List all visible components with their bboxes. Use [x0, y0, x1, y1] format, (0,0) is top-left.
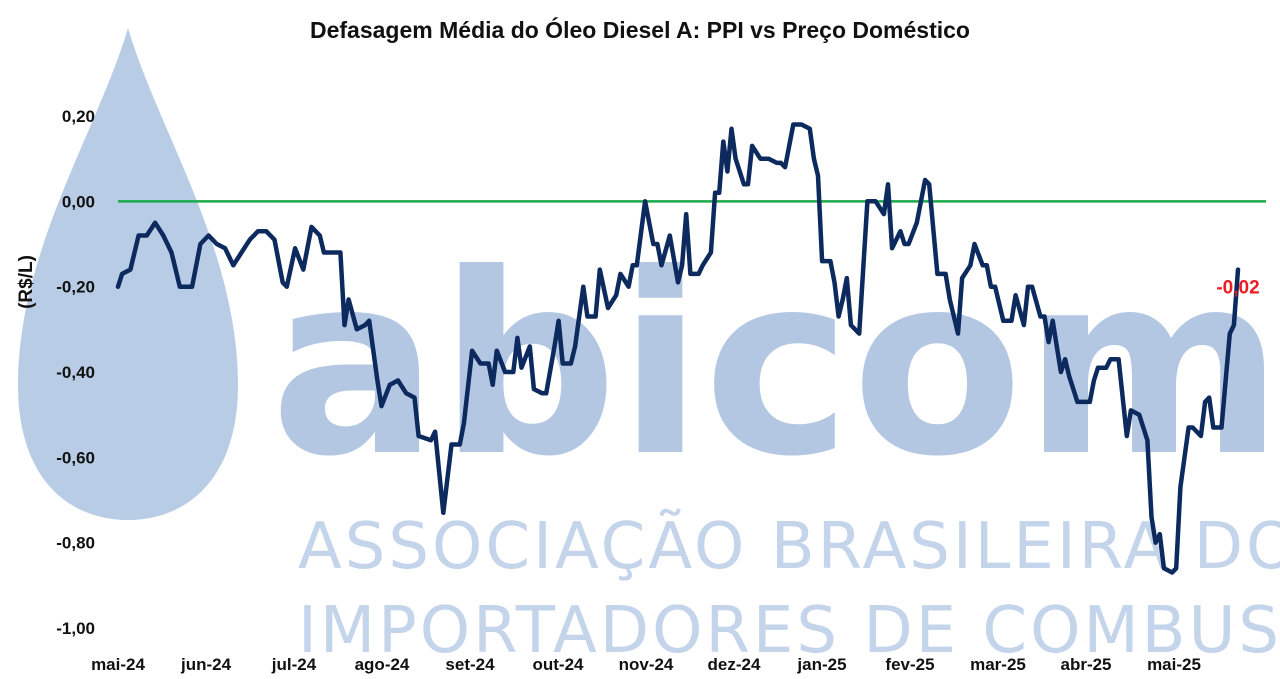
last-value-label: -0,02 — [1216, 278, 1259, 299]
x-tick-label: jul-24 — [271, 655, 317, 674]
abicom-watermark: abicom ASSOCIAÇÃO BRASILEIRA DOS IMPORTA… — [18, 28, 1280, 668]
y-tick-label: -0,20 — [56, 278, 95, 297]
x-tick-label: set-24 — [445, 655, 495, 674]
x-tick-label: fev-25 — [885, 655, 934, 674]
series-points — [117, 124, 1239, 573]
x-tick-label: jun-24 — [180, 655, 232, 674]
x-tick-label: dez-24 — [708, 655, 761, 674]
y-tick-label: -0,80 — [56, 534, 95, 553]
x-tick-label: nov-24 — [619, 655, 674, 674]
x-tick-label: abr-25 — [1060, 655, 1111, 674]
x-tick-label: mai-25 — [1147, 655, 1201, 674]
x-tick-label: ago-24 — [355, 655, 410, 674]
watermark-line-1: ASSOCIAÇÃO BRASILEIRA DOS — [298, 509, 1280, 584]
y-tick-label: -1,00 — [56, 619, 95, 638]
y-tick-label: 0,00 — [62, 192, 95, 211]
y-axis-ticks: 0,20 0,00 -0,20 -0,40 -0,60 -0,80 -1,00 — [56, 107, 95, 638]
chart-title: Defasagem Média do Óleo Diesel A: PPI vs… — [310, 16, 970, 43]
y-tick-label: -0,60 — [56, 448, 95, 467]
watermark-abicom: abicom — [270, 220, 1280, 511]
x-tick-label: mai-24 — [91, 655, 145, 674]
x-tick-label: mar-25 — [970, 655, 1026, 674]
x-tick-label: jan-25 — [796, 655, 846, 674]
y-tick-label: -0,40 — [56, 363, 95, 382]
drop-logo-icon — [18, 28, 238, 520]
x-tick-label: out-24 — [533, 655, 585, 674]
watermark-line-2: IMPORTADORES DE COMBUSTÍVEIS — [298, 592, 1280, 668]
y-axis-label: (R$/L) — [16, 255, 37, 309]
y-tick-label: 0,20 — [62, 107, 95, 126]
x-axis-ticks: mai-24 jun-24 jul-24 ago-24 set-24 out-24 nov-… — [91, 655, 1201, 674]
